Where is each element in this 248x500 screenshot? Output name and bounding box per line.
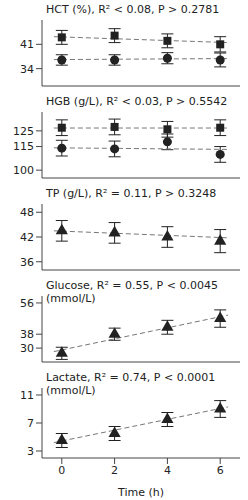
svg-text:2: 2	[111, 464, 118, 477]
svg-text:100: 100	[13, 164, 34, 177]
svg-text:Time (h): Time (h)	[117, 486, 164, 499]
svg-text:11: 11	[20, 389, 34, 402]
svg-text:38: 38	[20, 328, 34, 341]
svg-text:125: 125	[13, 125, 34, 138]
svg-text:56: 56	[20, 297, 34, 310]
svg-text:115: 115	[13, 140, 34, 153]
svg-text:4: 4	[164, 464, 171, 477]
html-text:HCT (%), R² < 0.08, P > 0.2781: HCT (%), R² < 0.08, P > 0.2781	[46, 3, 220, 16]
html-text:Glucose, R² = 0.55, P < 0.0045: Glucose, R² = 0.55, P < 0.0045 (mmol/L)	[46, 279, 218, 305]
html-text:Lactate, R² = 0.74, P < 0.0001: Lactate, R² = 0.74, P < 0.0001 (mmol/L)	[46, 371, 216, 397]
svg-text:48: 48	[20, 206, 34, 219]
svg-text:42: 42	[20, 231, 34, 244]
svg-text:36: 36	[20, 256, 34, 269]
svg-text:7: 7	[27, 417, 34, 430]
svg-text:30: 30	[20, 342, 34, 355]
svg-text:6: 6	[217, 464, 224, 477]
svg-text:34: 34	[20, 63, 34, 76]
svg-text:3: 3	[27, 445, 34, 458]
svg-text:0: 0	[58, 464, 65, 477]
html-text:TP (g/L), R² = 0.11, P > 0.324: TP (g/L), R² = 0.11, P > 0.3248	[46, 187, 217, 200]
html-text:HGB (g/L), R² < 0.03, P > 0.55: HGB (g/L), R² < 0.03, P > 0.5542	[46, 95, 228, 108]
svg-text:41: 41	[20, 38, 34, 51]
